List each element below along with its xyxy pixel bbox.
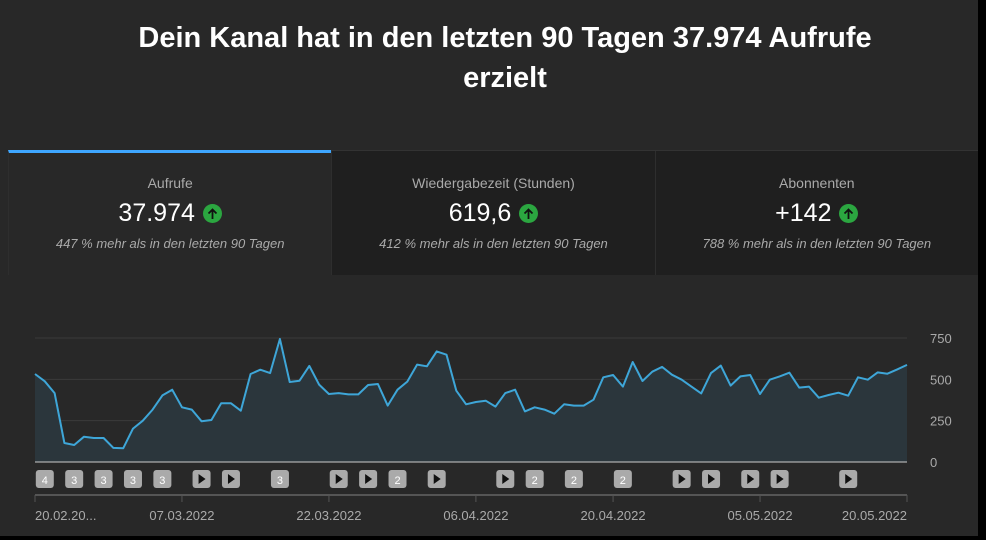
x-tick-label: 05.05.2022 [727, 508, 792, 523]
play-icon [335, 474, 343, 484]
video-marker[interactable] [123, 470, 142, 488]
tab-label: Wiedergabezeit (Stunden) [412, 175, 575, 191]
y-tick-label: 500 [930, 372, 952, 387]
tab-label: Aufrufe [147, 175, 193, 191]
video-marker[interactable] [564, 470, 583, 488]
play-icon [433, 474, 441, 484]
video-count-label: 4 [42, 475, 48, 487]
area-fill [35, 339, 907, 462]
video-marker[interactable] [525, 470, 544, 488]
tab-value: 37.974 [118, 199, 195, 227]
video-count-label: 3 [101, 475, 107, 487]
video-count-label: 2 [532, 475, 538, 487]
play-icon [845, 474, 853, 484]
tab-subscribers[interactable]: Abonnenten +142 788 % mehr als in den le… [654, 151, 978, 275]
y-tick-label: 750 [930, 331, 952, 346]
video-count-label: 2 [394, 475, 400, 487]
video-count-label: 3 [277, 475, 283, 487]
title-line-2: erzielt [463, 62, 547, 94]
tab-watch-time[interactable]: Wiedergabezeit (Stunden) 619,6 412 % meh… [331, 151, 655, 275]
arrow-up-icon [519, 204, 539, 223]
play-icon [227, 474, 235, 484]
page-title: Dein Kanal hat in den letzten 90 Tagen 3… [30, 18, 980, 98]
video-marker[interactable] [270, 470, 289, 488]
video-marker[interactable] [35, 470, 54, 488]
tab-comparison: 788 % mehr als in den letzten 90 Tagen [702, 236, 932, 251]
video-count-label: 3 [159, 475, 165, 487]
play-icon [502, 474, 510, 484]
tab-value: 619,6 [448, 199, 512, 227]
x-tick-label: 20.02.20... [35, 508, 96, 523]
video-marker[interactable] [94, 470, 113, 488]
title-line-1: Dein Kanal hat in den letzten 90 Tagen 3… [138, 22, 872, 54]
video-marker[interactable] [153, 470, 172, 488]
tab-value: +142 [775, 199, 832, 227]
play-icon [776, 474, 784, 484]
arrow-up-icon [839, 204, 859, 223]
play-icon [708, 474, 716, 484]
video-count-label: 3 [130, 475, 136, 487]
arrow-up-icon [202, 204, 222, 223]
x-tick-label: 06.04.2022 [443, 508, 508, 523]
play-icon [365, 474, 373, 484]
play-icon [198, 474, 206, 484]
video-count-label: 2 [571, 475, 577, 487]
video-marker[interactable] [388, 470, 407, 488]
x-tick-label: 20.04.2022 [581, 508, 646, 523]
views-line [34, 338, 908, 450]
x-tick-label: 07.03.2022 [149, 508, 214, 523]
tab-views[interactable]: Aufrufe 37.974 447 % mehr als in den let… [8, 150, 332, 275]
video-marker[interactable] [65, 470, 84, 488]
y-tick-label: 250 [930, 414, 952, 429]
y-tick-label: 0 [930, 455, 937, 470]
x-tick-label: 22.03.2022 [296, 508, 361, 523]
video-count-label: 2 [620, 475, 626, 487]
video-count-label: 3 [71, 475, 77, 487]
video-marker[interactable] [613, 470, 632, 488]
play-icon [678, 474, 686, 484]
play-icon [747, 474, 755, 484]
x-tick-label: 20.05.2022 [842, 508, 907, 523]
tab-comparison: 447 % mehr als in den letzten 90 Tagen [55, 236, 285, 251]
tab-comparison: 412 % mehr als in den letzten 90 Tagen [379, 236, 608, 251]
metric-tabs: Aufrufe 37.974 447 % mehr als in den let… [8, 150, 978, 275]
tab-label: Abonnenten [779, 175, 855, 191]
